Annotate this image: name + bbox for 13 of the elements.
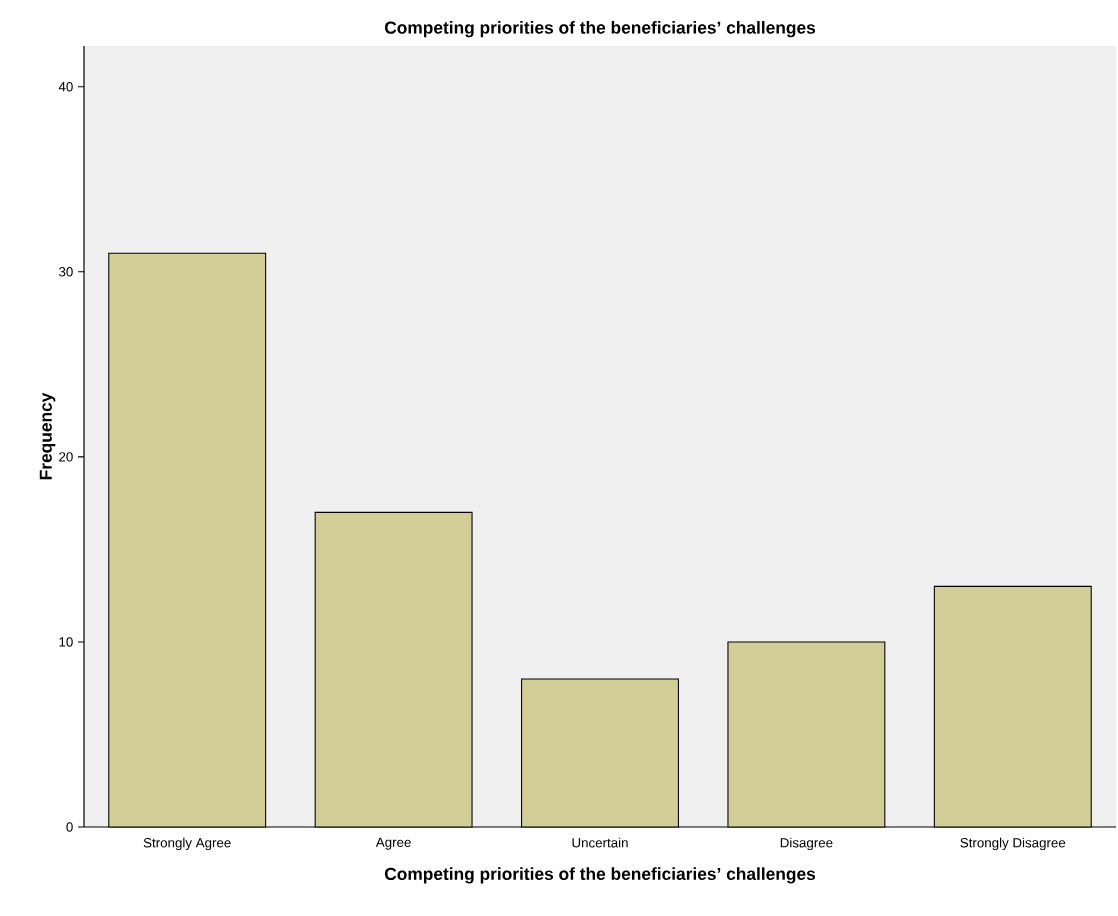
y-tick-label: 10 [59, 637, 73, 647]
y-tick-label: 30 [58, 267, 73, 277]
x-tick-label: Disagree [780, 837, 833, 851]
x-tick-label: Agree [375, 837, 411, 850]
y-tick-label: 20 [59, 452, 73, 462]
y-axis-title: Frequency [39, 392, 56, 480]
y-tick-label: 0 [66, 822, 73, 832]
x-tick-label: Uncertain [572, 837, 628, 848]
x-tick-label: Strongly Agree [143, 837, 231, 851]
chart-title: Competing priorities of the beneficiaries’ challenges [384, 21, 816, 38]
x-axis-title: Competing priorities of the beneficiaries’ challenges [384, 867, 816, 884]
x-tick-label: Strongly Disagree [960, 837, 1066, 851]
y-tick-label: 40 [58, 81, 73, 92]
